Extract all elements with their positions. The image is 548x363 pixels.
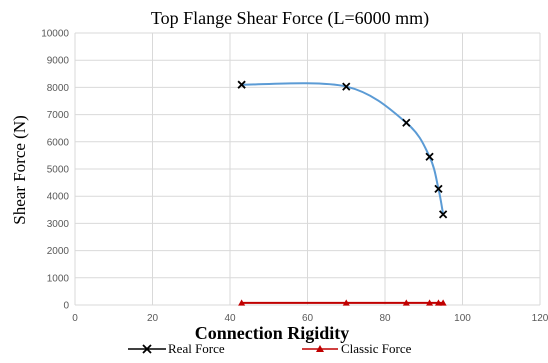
legend-marker-x-icon — [142, 344, 152, 354]
y-tick-label-8: 8000 — [47, 83, 70, 94]
series-0-point-0 — [237, 80, 246, 89]
y-tick-label-9: 9000 — [47, 56, 70, 67]
x-axis-label: Connection Rigidity — [195, 323, 350, 343]
y-tick-label-6: 6000 — [47, 137, 70, 148]
legend-label-classic-force: Classic Force — [341, 341, 412, 356]
series-0-point-2 — [402, 118, 411, 127]
series-1-point-4 — [434, 299, 442, 306]
series-1 — [238, 299, 447, 306]
legend-item-classic-force: Classic Force — [302, 341, 412, 356]
x-tick-label-6: 120 — [532, 313, 548, 324]
y-tick-label-4: 4000 — [47, 192, 70, 203]
y-tick-label-10: 10000 — [41, 29, 69, 40]
y-axis-label: Shear Force (N) — [10, 115, 29, 225]
series-1-point-5 — [439, 299, 447, 306]
series-1-point-3 — [426, 299, 434, 306]
series-0-point-4 — [434, 184, 443, 193]
chart-title: Top Flange Shear Force (L=6000 mm) — [151, 8, 429, 29]
legend-item-real-force: Real Force — [128, 341, 225, 356]
series-0-point-1 — [342, 82, 351, 91]
x-tick-label-5: 100 — [454, 313, 471, 324]
y-tick-label-1: 1000 — [47, 273, 70, 284]
y-tick-label-2: 2000 — [47, 246, 70, 257]
x-tick-label-3: 60 — [302, 313, 314, 324]
legend-marker-triangle-icon — [316, 345, 324, 352]
series-1-point-2 — [402, 299, 410, 306]
tick-layer: 0100020003000400050006000700080009000100… — [41, 29, 548, 325]
y-tick-label-7: 7000 — [47, 110, 70, 121]
series-0-point-5 — [438, 210, 448, 219]
x-tick-label-0: 0 — [72, 313, 78, 324]
series-layer — [237, 80, 448, 306]
legend-label-real-force: Real Force — [168, 341, 225, 356]
y-tick-label-5: 5000 — [47, 165, 70, 176]
legend: Real Force Classic Force — [128, 341, 412, 356]
x-tick-label-1: 20 — [147, 313, 159, 324]
grid-layer — [74, 32, 541, 306]
series-1-point-0 — [238, 299, 246, 306]
series-0 — [237, 80, 448, 219]
series-line-0 — [241, 82, 445, 215]
series-1-point-1 — [342, 299, 350, 306]
y-tick-label-3: 3000 — [47, 219, 70, 230]
x-tick-label-2: 40 — [224, 313, 236, 324]
y-tick-label-0: 0 — [63, 301, 69, 312]
series-0-point-3 — [425, 152, 434, 161]
x-tick-label-4: 80 — [379, 313, 391, 324]
